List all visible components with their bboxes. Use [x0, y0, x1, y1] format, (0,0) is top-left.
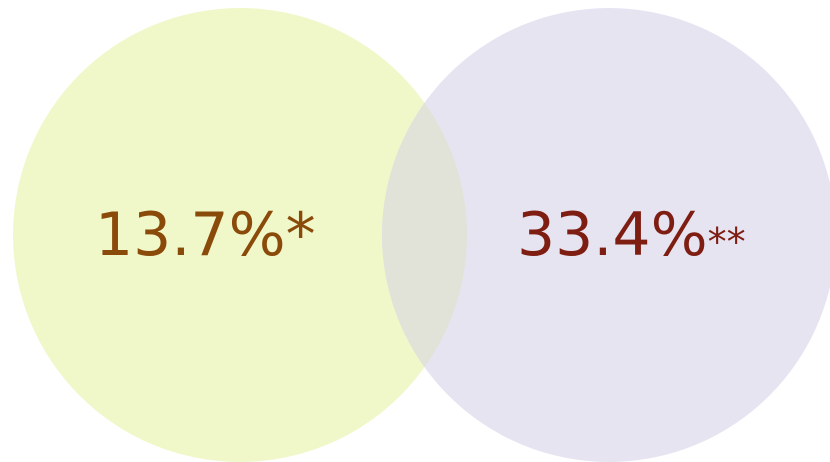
right-label: 33.4%** [517, 200, 746, 270]
left-circle [13, 8, 467, 462]
right-value: 33.4% [517, 200, 708, 270]
right-note: ** [708, 220, 746, 264]
left-value: 13.7% [95, 200, 286, 270]
left-note: * [286, 200, 316, 270]
left-label: 13.7%* [95, 200, 316, 270]
right-circle [382, 8, 830, 462]
